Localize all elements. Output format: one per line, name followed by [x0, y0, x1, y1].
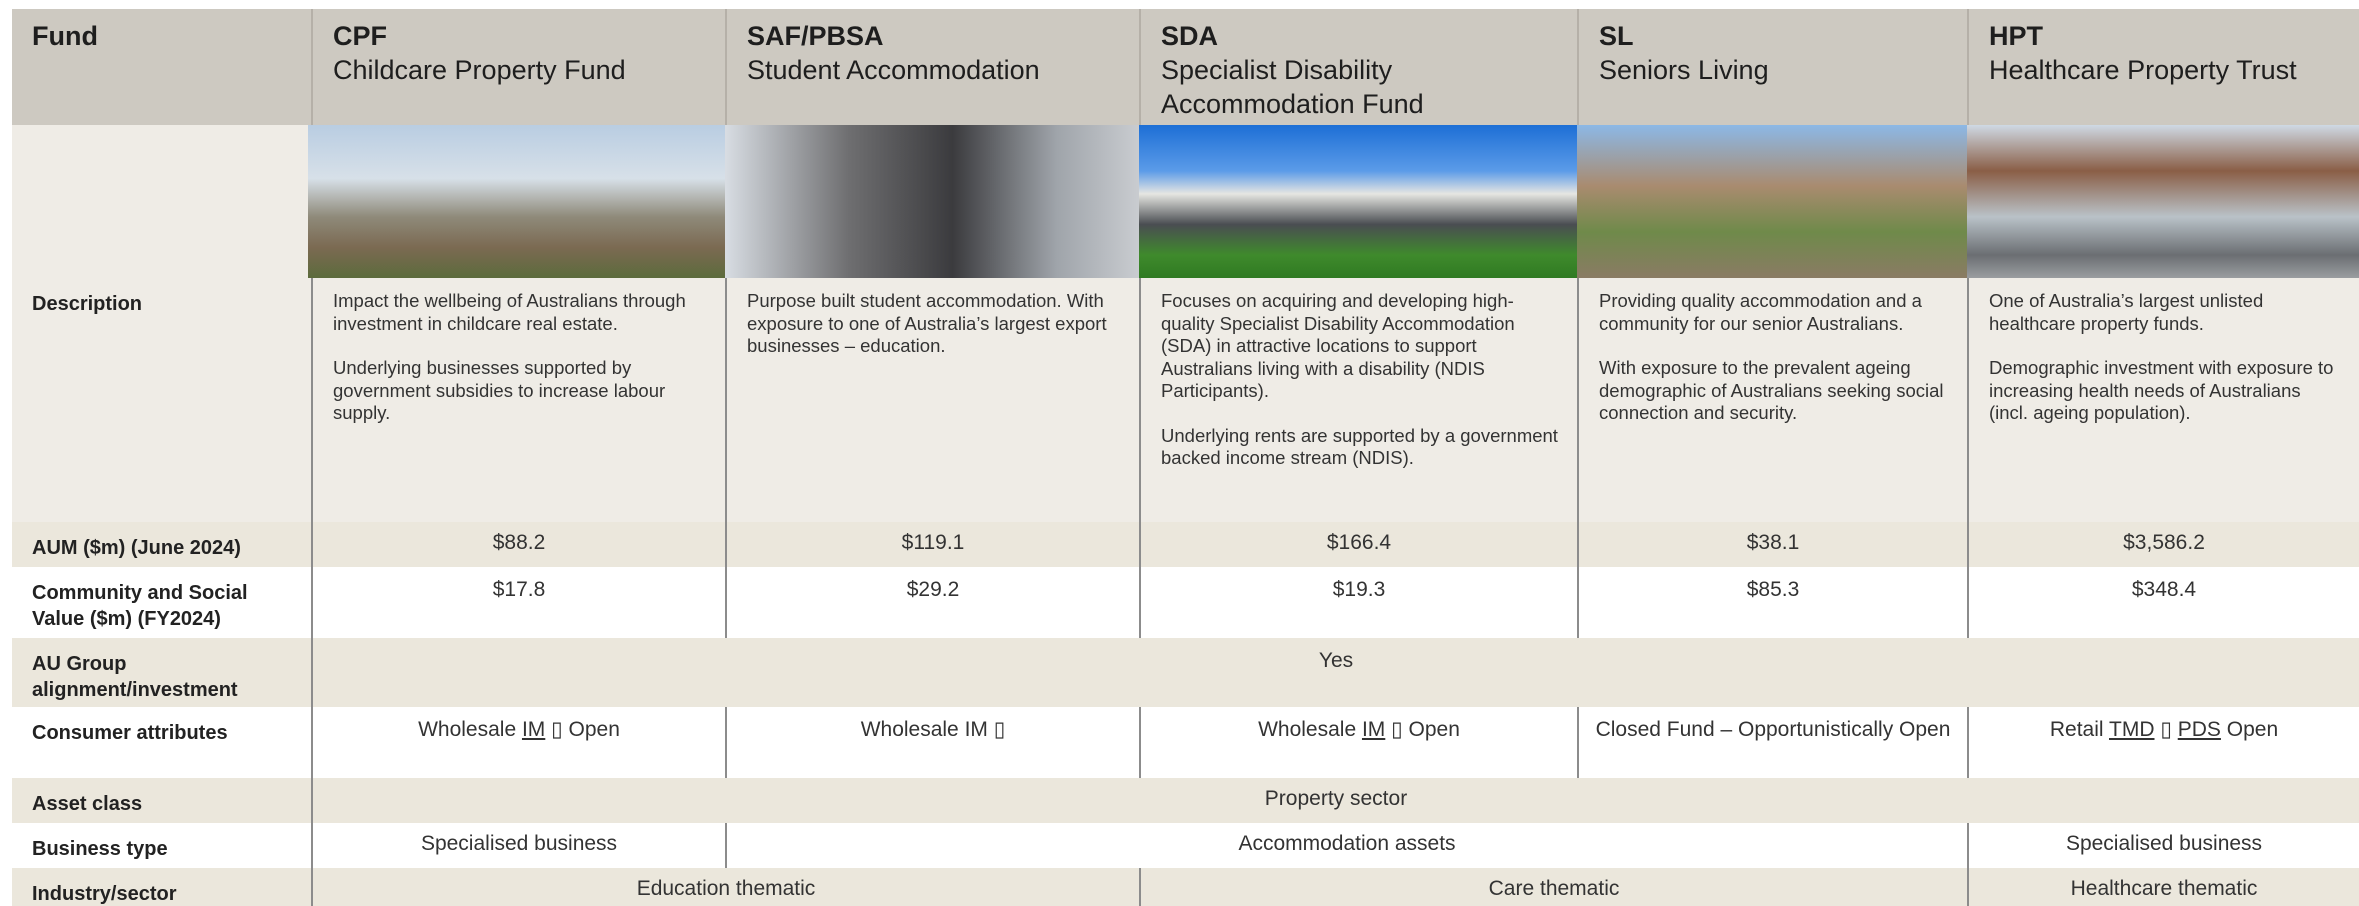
row-label: AU Group alignment/investment	[12, 638, 311, 707]
attribute-cell: Retail TMD ▯ PDS Open	[1967, 707, 2359, 778]
row-label: AUM ($m) (June 2024)	[12, 522, 311, 567]
fund-photo	[308, 125, 725, 278]
fund-code: CPF	[333, 19, 707, 53]
description-cell: One of Australia’s largest unlisted heal…	[1967, 278, 2359, 522]
value-cell: Property sector	[311, 778, 2359, 823]
value-cell: $119.1	[725, 522, 1139, 567]
attribute-text: ▯ Open	[545, 718, 620, 741]
attribute-text: Open	[2221, 718, 2278, 741]
attribute-text: Retail	[2050, 718, 2109, 741]
attribute-cell: Wholesale IM ▯	[725, 707, 1139, 778]
attribute-text: IM	[522, 718, 545, 741]
value-cell: $19.3	[1139, 567, 1577, 638]
value-cell: $17.8	[311, 567, 725, 638]
description-cell: Providing quality accommodation and a co…	[1577, 278, 1967, 522]
fund-table: FundCPFChildcare Property FundSAF/PBSASt…	[0, 0, 2359, 906]
attribute-text: TMD	[2109, 718, 2155, 741]
description-paragraph: Providing quality accommodation and a co…	[1599, 290, 1949, 335]
photo-label-cell	[12, 125, 308, 278]
row-label: Community and Social Value ($m) (FY2024)	[12, 567, 311, 638]
description-paragraph: One of Australia’s largest unlisted heal…	[1989, 290, 2341, 335]
attribute-text: Wholesale IM ▯	[861, 718, 1006, 741]
description-paragraph: Focuses on acquiring and developing high…	[1161, 290, 1559, 403]
fund-photo	[1577, 125, 1967, 278]
fund-code: SDA	[1161, 19, 1559, 53]
description-cell: Impact the wellbeing of Australians thro…	[311, 278, 725, 522]
attribute-cell: Wholesale IM ▯ Open	[311, 707, 725, 778]
fund-photo	[725, 125, 1139, 278]
attribute-text: ▯ Open	[1385, 718, 1460, 741]
description-paragraph: Demographic investment with exposure to …	[1989, 357, 2341, 425]
value-cell: $29.2	[725, 567, 1139, 638]
fund-photo	[1139, 125, 1577, 278]
fund-name: Student Accommodation	[747, 53, 1121, 87]
value-cell: Healthcare thematic	[1967, 868, 2359, 906]
attribute-text: Closed Fund – Opportunistically Open	[1596, 718, 1951, 741]
row-label: Asset class	[12, 778, 311, 823]
attribute-cell: Wholesale IM ▯ Open	[1139, 707, 1577, 778]
header-label-cell: Fund	[12, 9, 311, 125]
value-cell: Specialised business	[1967, 823, 2359, 868]
fund-name: Seniors Living	[1599, 53, 1949, 87]
fund-name: Specialist Disability Accommodation Fund	[1161, 53, 1559, 121]
header-label: Fund	[32, 19, 293, 53]
fund-code: SAF/PBSA	[747, 19, 1121, 53]
row-label: Description	[12, 278, 311, 522]
description-paragraph: Underlying businesses supported by gover…	[333, 357, 707, 425]
fund-code: HPT	[1989, 19, 2341, 53]
value-cell: $88.2	[311, 522, 725, 567]
description-paragraph: Underlying rents are supported by a gove…	[1161, 425, 1559, 470]
value-cell: Yes	[311, 638, 2359, 707]
description-cell: Purpose built student accommodation. Wit…	[725, 278, 1139, 522]
fund-name: Childcare Property Fund	[333, 53, 707, 87]
attribute-cell: Closed Fund – Opportunistically Open	[1577, 707, 1967, 778]
value-cell: Accommodation assets	[725, 823, 1967, 868]
attribute-text: Wholesale	[418, 718, 522, 741]
value-cell: Care thematic	[1139, 868, 1967, 906]
value-cell: $85.3	[1577, 567, 1967, 638]
value-cell: Education thematic	[311, 868, 1139, 906]
value-cell: $38.1	[1577, 522, 1967, 567]
row-label: Business type	[12, 823, 311, 868]
row-label: Industry/sector	[12, 868, 311, 906]
value-cell: $3,586.2	[1967, 522, 2359, 567]
row-label: Consumer attributes	[12, 707, 311, 778]
attribute-text: Wholesale	[1258, 718, 1362, 741]
fund-photo	[1967, 125, 2359, 278]
attribute-text: ▯	[2155, 718, 2178, 741]
fund-code: SL	[1599, 19, 1949, 53]
value-cell: Specialised business	[311, 823, 725, 868]
attribute-text: IM	[1362, 718, 1385, 741]
description-paragraph: Purpose built student accommodation. Wit…	[747, 290, 1121, 358]
fund-name: Healthcare Property Trust	[1989, 53, 2341, 87]
attribute-text: PDS	[2178, 718, 2221, 741]
description-paragraph: Impact the wellbeing of Australians thro…	[333, 290, 707, 335]
description-paragraph: With exposure to the prevalent ageing de…	[1599, 357, 1949, 425]
value-cell: $166.4	[1139, 522, 1577, 567]
description-cell: Focuses on acquiring and developing high…	[1139, 278, 1577, 522]
value-cell: $348.4	[1967, 567, 2359, 638]
